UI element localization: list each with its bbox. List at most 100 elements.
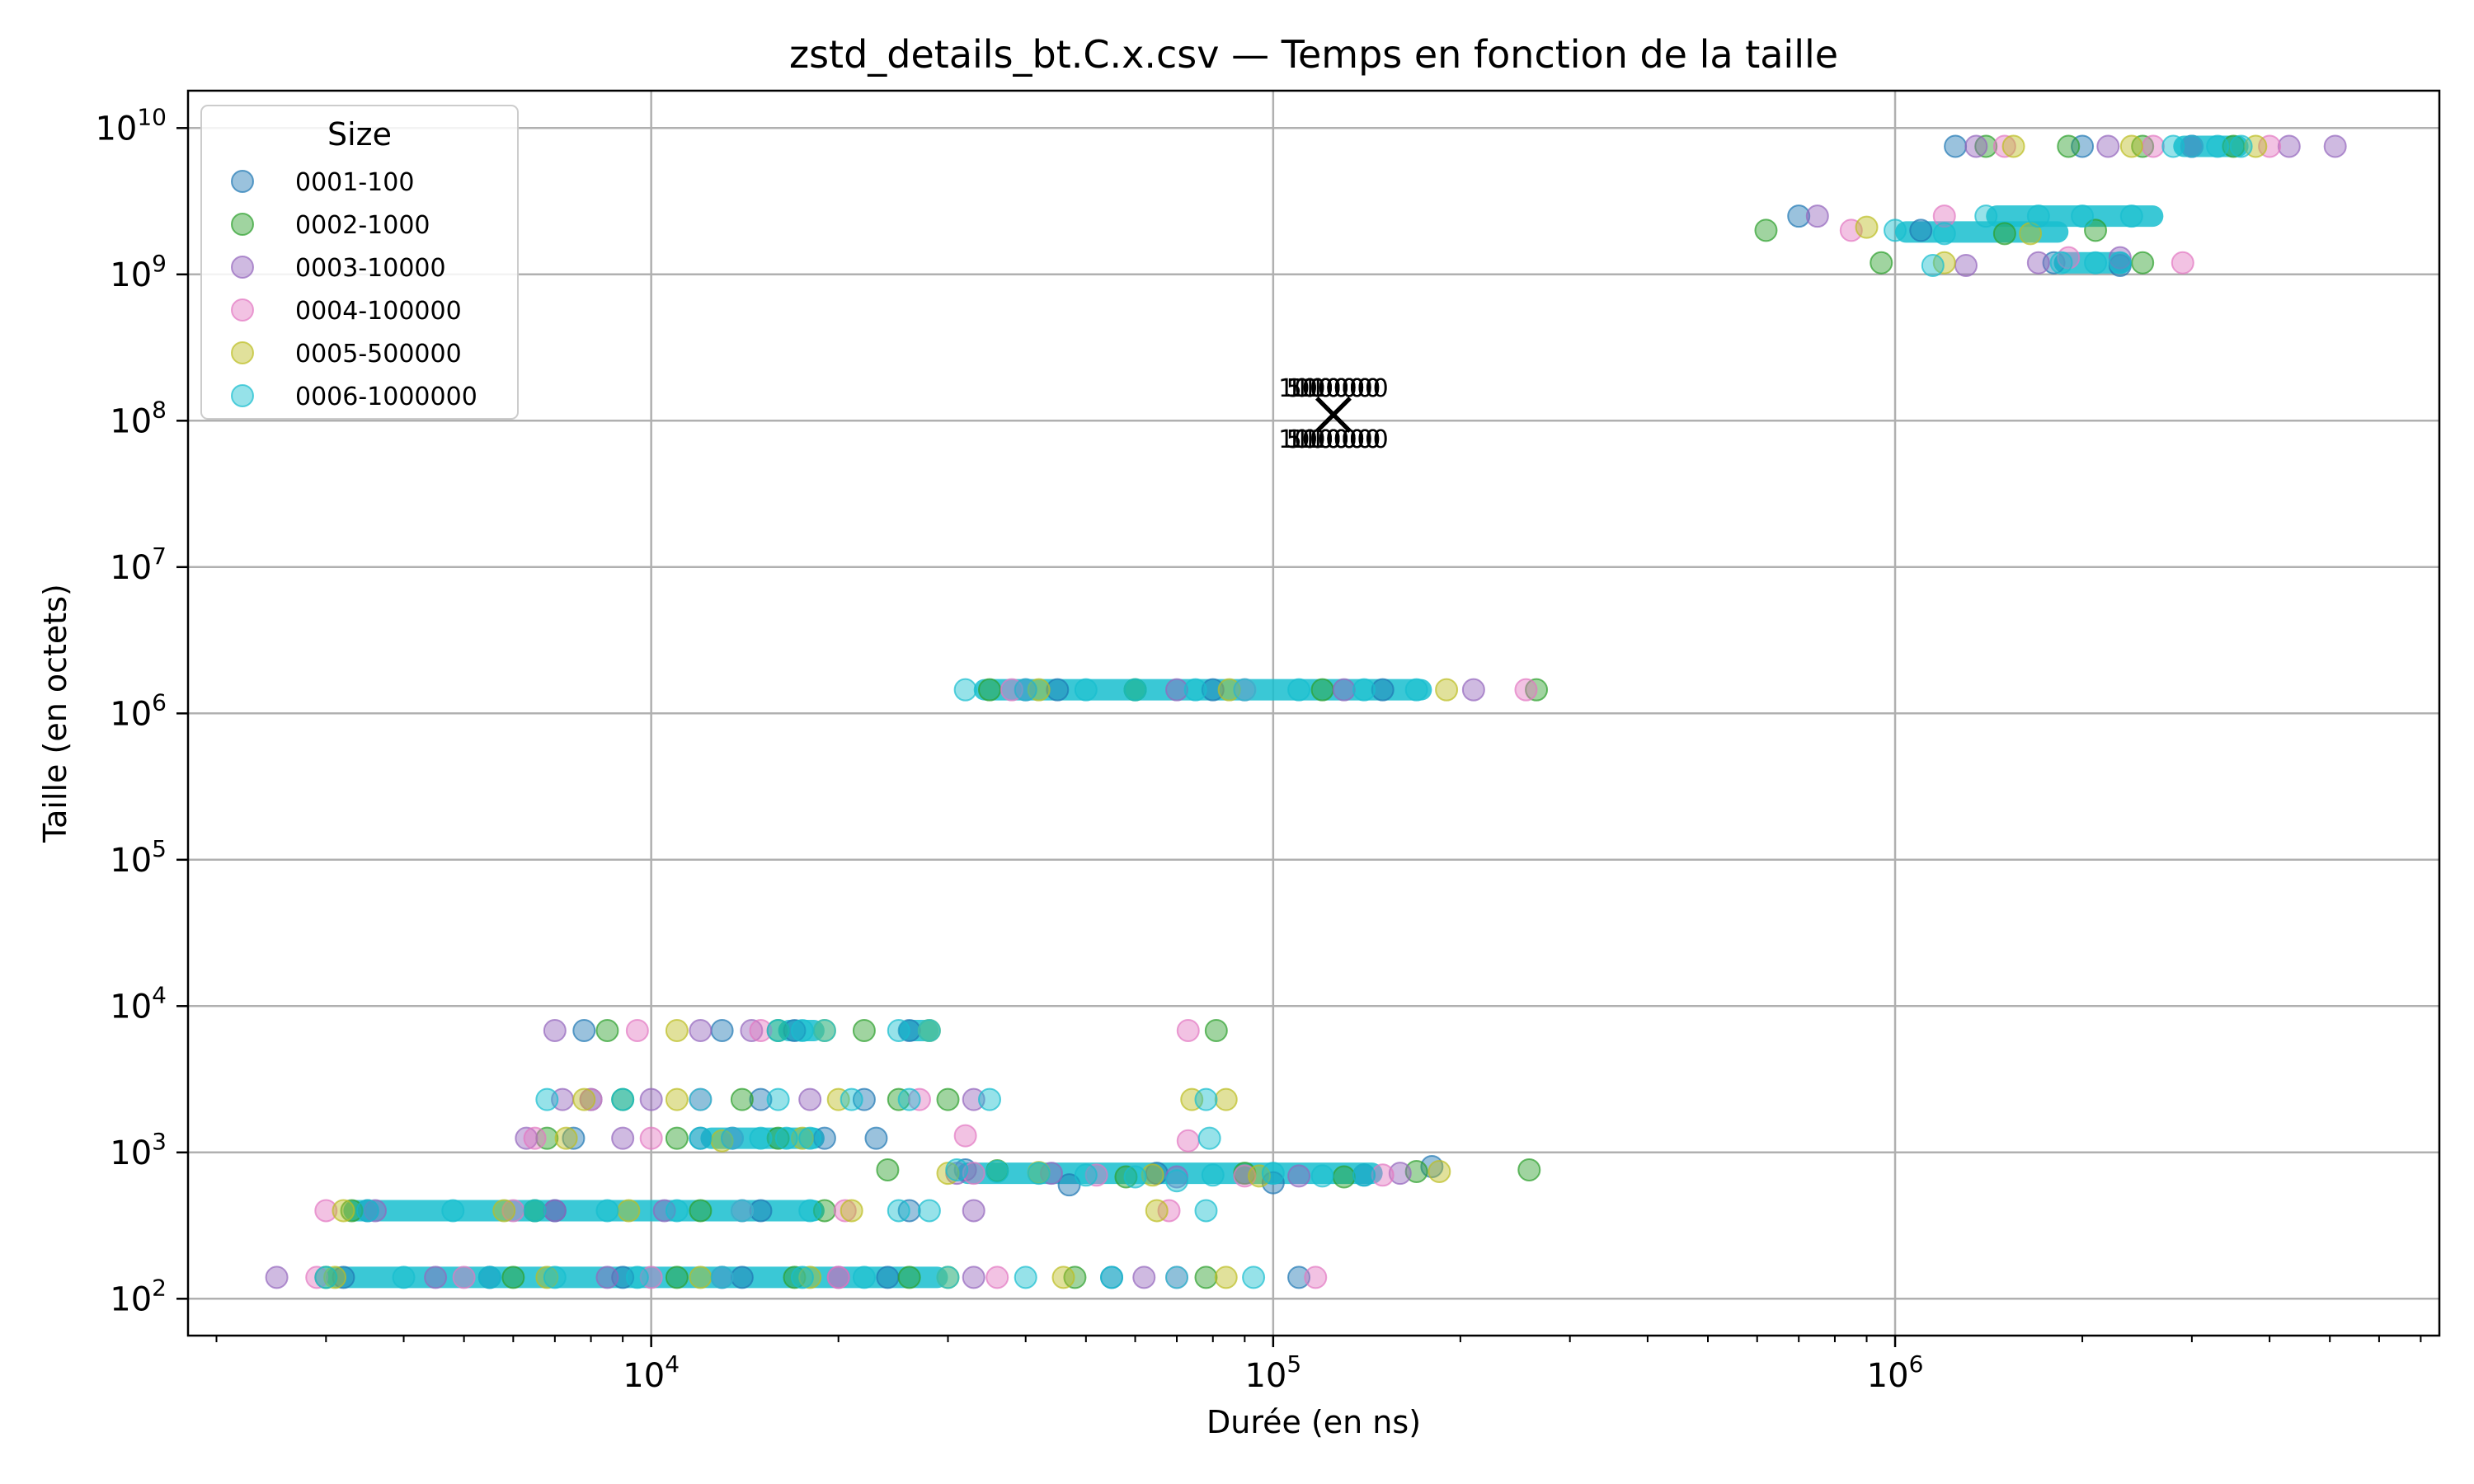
point-0002-1000: [665, 1126, 689, 1150]
annotation-label: 100: [1310, 374, 1357, 403]
point-0006-1000000: [2229, 134, 2253, 158]
point-0005-500000: [826, 1087, 850, 1111]
point-0004-100000: [962, 1162, 985, 1186]
y-tick-label: 109: [110, 250, 167, 294]
point-0006-1000000: [1352, 1163, 1376, 1187]
point-0004-100000: [1932, 204, 1956, 228]
point-0006-1000000: [355, 1199, 379, 1223]
point-0004-100000: [305, 1266, 329, 1289]
point-0006-1000000: [887, 1199, 910, 1223]
point-0001-100: [710, 1019, 734, 1043]
point-0002-1000: [936, 1087, 960, 1111]
annotation-label: 1000: [1302, 374, 1365, 403]
point-0001-100: [1287, 1266, 1311, 1289]
legend-title: Size: [327, 116, 392, 153]
point-0002-1000: [1992, 222, 2016, 246]
annotation-label: 500000: [1286, 425, 1381, 454]
point-0002-1000: [1194, 1266, 1218, 1289]
point-0006-1000000: [2071, 204, 2095, 228]
point-0006-1000000: [766, 1019, 790, 1043]
point-0004-100000: [2171, 251, 2194, 275]
point-0006-1000000: [953, 678, 977, 702]
point-0005-500000: [2119, 134, 2143, 158]
legend-label: 0001-100: [295, 168, 414, 197]
y-axis-ticks: 102 103 104 105 106 107 108 109 1010: [95, 103, 188, 1318]
point-0002-1000: [730, 1087, 754, 1111]
point-0005-500000: [492, 1199, 516, 1223]
point-0003-10000: [595, 1266, 619, 1289]
annotation-label: 10000: [1294, 374, 1372, 403]
point-0006-1000000: [945, 1158, 969, 1181]
point-0003-10000: [962, 1087, 985, 1111]
point-0006-1000000: [1242, 1266, 1266, 1289]
point-0006-1000000: [2108, 251, 2132, 275]
point-0005-500000: [665, 1087, 689, 1111]
y-tick-label: 104: [110, 981, 167, 1026]
point-0003-10000: [543, 1019, 567, 1043]
point-0006-1000000: [917, 1019, 941, 1043]
point-0003-10000: [1461, 678, 1485, 702]
point-0006-1000000: [917, 1199, 941, 1223]
point-0002-1000: [977, 678, 1001, 702]
point-0002-1000: [2131, 251, 2155, 275]
legend-marker: [231, 256, 254, 279]
legend-marker: [231, 298, 254, 322]
annotations: 1000000100000500000100001000010001000100…: [1278, 374, 1389, 454]
point-0006-1000000: [1194, 1199, 1218, 1223]
point-0005-500000: [554, 1126, 578, 1150]
point-0001-100: [1787, 204, 1811, 228]
point-0006-1000000: [1074, 1163, 1098, 1187]
x-axis-ticks: 104 105 106: [215, 1336, 2422, 1395]
point-0004-100000: [1176, 1019, 1200, 1043]
point-0001-100: [730, 1266, 754, 1289]
point-0006-1000000: [1197, 1126, 1221, 1150]
legend-box: [200, 105, 519, 420]
point-0001-100: [749, 1199, 773, 1223]
point-0006-1000000: [936, 1266, 960, 1289]
point-0005-500000: [2001, 134, 2025, 158]
point-0006-1000000: [1183, 678, 1207, 702]
annotation-label: 1000000: [1278, 374, 1389, 403]
point-0005-500000: [1435, 678, 1459, 702]
point-0003-10000: [2096, 134, 2120, 158]
x-axis-label: Durée (en ns): [1206, 1404, 1421, 1440]
point-0005-500000: [332, 1199, 355, 1223]
point-0001-100: [852, 1087, 876, 1111]
legend-label: 0005-500000: [295, 340, 462, 369]
x-tick-label: 105: [1244, 1350, 1301, 1395]
point-0002-1000: [2084, 218, 2108, 242]
point-0005-500000: [798, 1266, 822, 1289]
point-0003-10000: [740, 1019, 764, 1043]
point-0006-1000000: [766, 1087, 790, 1111]
point-0006-1000000: [1921, 254, 1945, 278]
point-0006-1000000: [790, 1266, 814, 1289]
point-0006-1000000: [1310, 1164, 1334, 1188]
point-0005-500000: [1427, 1160, 1451, 1184]
point-0004-100000: [1157, 1199, 1181, 1223]
annotation-label: 500000: [1286, 374, 1381, 403]
point-0003-10000: [2108, 246, 2132, 270]
point-0003-10000: [424, 1266, 448, 1289]
point-0004-100000: [1371, 1163, 1395, 1187]
point-0004-100000: [1176, 1129, 1200, 1153]
point-0004-100000: [1304, 1266, 1328, 1289]
y-tick-label: 102: [110, 1274, 167, 1318]
point-0002-1000: [897, 1266, 921, 1289]
point-0005-500000: [1214, 1266, 1238, 1289]
point-0004-100000: [639, 1126, 663, 1150]
point-0005-500000: [1145, 1199, 1169, 1223]
point-0006-1000000: [1404, 678, 1428, 702]
point-0006-1000000: [710, 1266, 734, 1289]
point-0005-500000: [665, 1019, 689, 1043]
point-0006-1000000: [2180, 134, 2204, 158]
point-0006-1000000: [2026, 204, 2050, 228]
dense-point-bands: [326, 135, 2249, 1289]
point-0001-100: [749, 1087, 773, 1111]
dense-point-band: [343, 1200, 825, 1222]
y-tick-label: 107: [110, 542, 167, 587]
point-0002-1000: [1332, 1165, 1356, 1189]
point-0002-1000: [1870, 251, 1893, 275]
point-0003-10000: [639, 1087, 663, 1111]
point-0006-1000000: [1014, 1266, 1037, 1289]
